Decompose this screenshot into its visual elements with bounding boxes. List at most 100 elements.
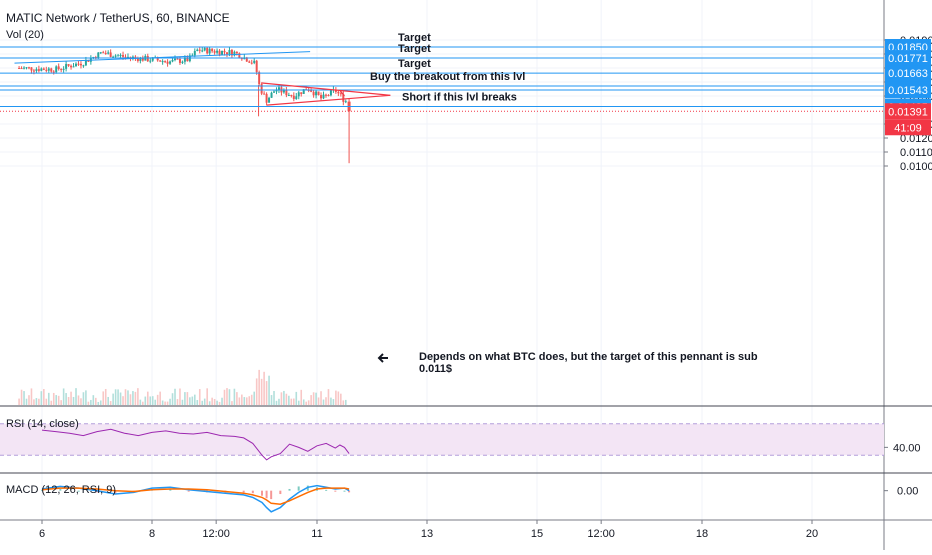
- volume-bar: [85, 390, 87, 405]
- volume-bar: [260, 378, 263, 405]
- volume-bar: [327, 389, 330, 405]
- volume-bar: [23, 391, 25, 405]
- macd-histogram-bar: [297, 486, 300, 491]
- volume-bar: [179, 388, 181, 405]
- candle-body: [253, 60, 256, 63]
- volume-bar: [238, 397, 241, 405]
- volume-bar: [273, 390, 275, 405]
- time-tick-label: 15: [531, 528, 543, 540]
- candle-body: [260, 84, 263, 94]
- price-label-tag: [885, 50, 931, 67]
- volume-bar: [38, 398, 40, 405]
- candle-body: [30, 67, 33, 71]
- candle-body: [315, 91, 318, 96]
- candle-body: [176, 58, 179, 60]
- candle-body: [198, 49, 201, 51]
- volume-bar: [134, 391, 137, 405]
- candle-body: [245, 57, 248, 62]
- volume-bar: [196, 400, 199, 405]
- volume-bar: [255, 378, 258, 405]
- volume-bar: [344, 399, 347, 405]
- volume-bar: [300, 389, 303, 405]
- time-tick-label: 8: [149, 528, 155, 540]
- macd-indicator-label[interactable]: MACD (12, 26, RSI, 9): [6, 484, 117, 496]
- candle-body: [65, 64, 68, 69]
- volume-bar: [149, 396, 152, 405]
- volume-bar: [310, 395, 312, 405]
- time-tick-label: 13: [421, 528, 433, 540]
- volume-bar: [65, 393, 67, 405]
- candle-body: [230, 50, 233, 56]
- time-tick-label: 12:00: [587, 528, 615, 540]
- time-axis: 6 8 12:00 11 13 15 12:00 18 20: [39, 520, 818, 540]
- candle-body: [87, 59, 90, 62]
- candle-body: [320, 95, 323, 99]
- macd-histogram-bar: [251, 490, 254, 494]
- volume-bar: [278, 398, 280, 405]
- volume-bar: [62, 388, 65, 405]
- candle-body: [57, 66, 60, 70]
- candle-body: [124, 56, 127, 58]
- candle-body: [302, 89, 305, 94]
- countdown-tag: [885, 119, 931, 136]
- volume-bar: [25, 398, 28, 405]
- volume-bar: [317, 397, 320, 405]
- candle-body: [109, 52, 112, 57]
- macd-histogram-bar: [270, 490, 273, 500]
- volume-bar: [231, 401, 233, 405]
- candle-body: [141, 57, 144, 61]
- volume-bar: [245, 397, 248, 405]
- volume-bar: [340, 393, 342, 405]
- volume-bar: [137, 388, 139, 405]
- symbol-title[interactable]: MATIC Network / TetherUS, 60, BINANCE: [6, 11, 230, 25]
- candle-body: [270, 92, 273, 98]
- candle-body: [297, 92, 300, 97]
- rsi-indicator-label[interactable]: RSI (14, close): [6, 418, 79, 430]
- candle-body: [136, 57, 139, 61]
- volume-bar: [315, 392, 317, 405]
- volume-bar: [330, 397, 332, 405]
- candle-body: [342, 94, 345, 102]
- candle-body: [47, 68, 50, 71]
- candle-body: [240, 58, 243, 60]
- price-label-text: 0.01391: [888, 106, 928, 118]
- volume-bar: [117, 389, 119, 405]
- candle-body: [211, 48, 214, 52]
- volume-bar: [297, 400, 300, 405]
- volume-bar: [186, 392, 189, 405]
- volume-bar: [295, 391, 298, 405]
- candle-body: [206, 47, 209, 54]
- volume-bar: [320, 391, 322, 405]
- candle-body: [131, 56, 134, 58]
- volume-bar: [250, 394, 253, 405]
- price-label-tag: [885, 103, 931, 120]
- volume-bar: [184, 392, 186, 405]
- volume-bar: [80, 398, 82, 405]
- volume-bar: [20, 389, 23, 405]
- volume-bar: [236, 392, 238, 405]
- pennant-lower-line: [266, 94, 391, 106]
- volume-bar: [45, 398, 48, 405]
- candle-body: [146, 56, 149, 62]
- candle-body: [45, 69, 48, 71]
- macd-histogram-bar: [169, 488, 172, 491]
- volume-bar: [43, 389, 45, 405]
- candle-body: [23, 67, 26, 69]
- candle-body: [55, 66, 58, 73]
- volume-indicator-label[interactable]: Vol (20): [6, 29, 44, 41]
- candle-body: [178, 58, 181, 63]
- volume-bar: [283, 390, 285, 405]
- candle-body: [171, 59, 174, 62]
- candle-body: [196, 49, 199, 51]
- candle-body: [40, 68, 43, 71]
- volume-bar: [47, 392, 50, 405]
- level-annotation: Target: [398, 43, 431, 55]
- volume-bar: [127, 390, 129, 405]
- candle-body: [317, 91, 320, 96]
- candle-body: [117, 55, 120, 57]
- volume-bar: [82, 392, 85, 405]
- candle-body: [295, 96, 298, 100]
- volume-bar: [52, 392, 55, 405]
